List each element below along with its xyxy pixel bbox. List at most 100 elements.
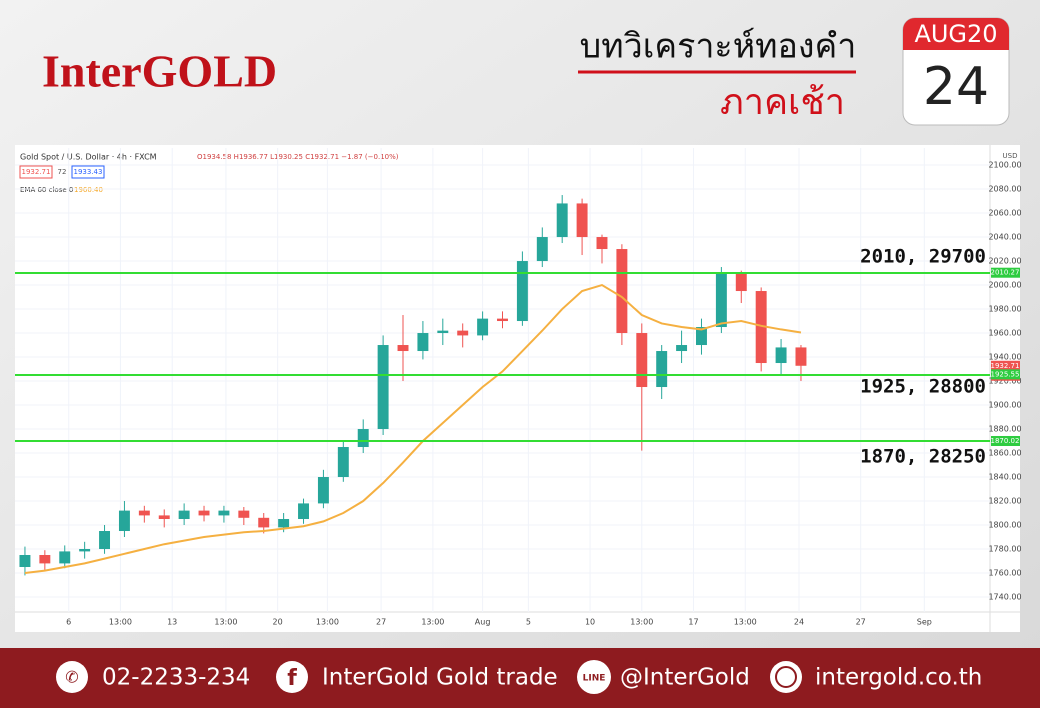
candle-body — [556, 203, 568, 238]
bid: 1932.71 — [22, 168, 51, 176]
currency: USD — [1003, 152, 1018, 160]
candle-body — [317, 477, 329, 504]
y-tick-label: 1760.00 — [988, 569, 1021, 578]
y-tick-label: 1920.00 — [988, 377, 1021, 386]
y-tick-label: 2040.00 — [988, 233, 1021, 242]
y-tick-label: 1960.00 — [988, 329, 1021, 338]
chart-panel — [15, 145, 1020, 632]
price-badge — [991, 369, 1020, 380]
y-tick-label: 2080.00 — [988, 185, 1021, 194]
subtitle: ภาคเช้า — [720, 82, 845, 123]
x-tick-label: 13 — [167, 618, 177, 627]
facebook-glyph: f — [287, 666, 297, 691]
ema-value: 1960.40 — [74, 186, 103, 194]
candle-body — [377, 345, 389, 430]
facebook-icon — [276, 661, 308, 693]
calendar-day: 24 — [923, 57, 989, 117]
price-badge — [991, 360, 1020, 371]
x-tick-label: 27 — [376, 618, 386, 627]
candle-body — [258, 517, 270, 528]
website: intergold.co.th — [815, 665, 982, 691]
price-badge-label: 1870.02 — [991, 437, 1020, 445]
phone-glyph: ✆ — [65, 668, 78, 687]
brand: InterGOLD — [42, 46, 277, 97]
y-tick-label: 1860.00 — [988, 449, 1021, 458]
candle-body — [99, 531, 111, 550]
x-tick-label: 13:00 — [421, 618, 444, 627]
candle-body — [656, 351, 668, 388]
globe-glyph — [775, 666, 797, 688]
candle-body — [357, 429, 369, 448]
calendar: AUG20 24 — [902, 17, 1010, 126]
candle-body — [138, 510, 150, 516]
candle-body — [238, 510, 250, 518]
y-tick-label: 2100.00 — [988, 161, 1021, 170]
candle-body — [477, 318, 489, 336]
candle-body — [735, 273, 747, 292]
price-badge — [991, 435, 1020, 446]
price-badge-label: 1932.71 — [991, 362, 1020, 370]
calendar-month: AUG20 — [914, 20, 997, 48]
candle-body — [576, 203, 588, 238]
y-tick-label: 1780.00 — [988, 545, 1021, 554]
ema-name: EMA 60 close 0 — [20, 186, 73, 194]
x-tick-label: 13:00 — [316, 618, 339, 627]
candle-body — [795, 347, 807, 366]
candle-body — [457, 330, 469, 336]
x-tick-label: 13:00 — [734, 618, 757, 627]
x-tick-label: 6 — [66, 618, 71, 627]
price-badge-label: 2010.27 — [991, 269, 1020, 277]
candle-body — [79, 549, 91, 552]
candle-body — [596, 237, 608, 250]
x-tick-label: 13:00 — [630, 618, 653, 627]
candle-body — [775, 347, 787, 364]
candle-body — [298, 503, 309, 520]
ask-box — [71, 165, 105, 179]
footer-band — [0, 648, 1040, 708]
phone: 02-2233-234 — [102, 665, 250, 691]
candle-body — [497, 318, 508, 322]
x-tick-label: Aug — [475, 618, 491, 627]
candle-body — [198, 510, 210, 516]
x-tick-label: 20 — [273, 618, 283, 627]
ask: 1933.43 — [74, 168, 103, 176]
line-glyph: LINE — [583, 674, 606, 684]
x-tick-label: Sep — [917, 618, 932, 627]
candle-body — [636, 333, 648, 388]
candle-body — [437, 330, 449, 334]
plot — [15, 148, 990, 612]
title: บทวิเคราะห์ทองคำ — [580, 27, 857, 67]
candle-body — [178, 510, 190, 520]
candle-body — [616, 249, 628, 334]
level-label: 1925, 28800 — [860, 376, 986, 398]
candle-body — [158, 515, 170, 520]
bid-box — [19, 165, 53, 179]
level-label: 2010, 29700 — [860, 246, 986, 268]
candle-body — [397, 345, 409, 352]
y-tick-label: 1980.00 — [988, 305, 1021, 314]
candle-body — [39, 555, 51, 564]
globe-icon — [770, 661, 802, 693]
level-label: 1870, 28250 — [860, 446, 986, 468]
y-tick-label: 1940.00 — [988, 353, 1021, 362]
x-tick-label: 13:00 — [214, 618, 237, 627]
x-tick-label: 27 — [856, 618, 866, 627]
y-tick-label: 1740.00 — [988, 593, 1021, 602]
calendar-top — [903, 18, 1009, 50]
y-tick-label: 1840.00 — [988, 473, 1021, 482]
price-badge — [991, 267, 1020, 278]
candle-body — [337, 447, 349, 478]
y-tick-label: 2000.00 — [988, 281, 1021, 290]
ohlc-text: O1934.58 H1936.77 L1930.25 C1932.71 −1.8… — [197, 153, 399, 161]
ema-line — [24, 283, 802, 574]
candle-body — [19, 555, 31, 568]
y-tick-label: 2060.00 — [988, 209, 1021, 218]
candle-body — [755, 291, 767, 364]
y-tick-label: 2020.00 — [988, 257, 1021, 266]
x-tick-label: 24 — [794, 618, 804, 627]
line: @InterGold — [620, 665, 750, 691]
price-badge-label: 1925.55 — [991, 370, 1020, 378]
candle-body — [118, 510, 130, 532]
